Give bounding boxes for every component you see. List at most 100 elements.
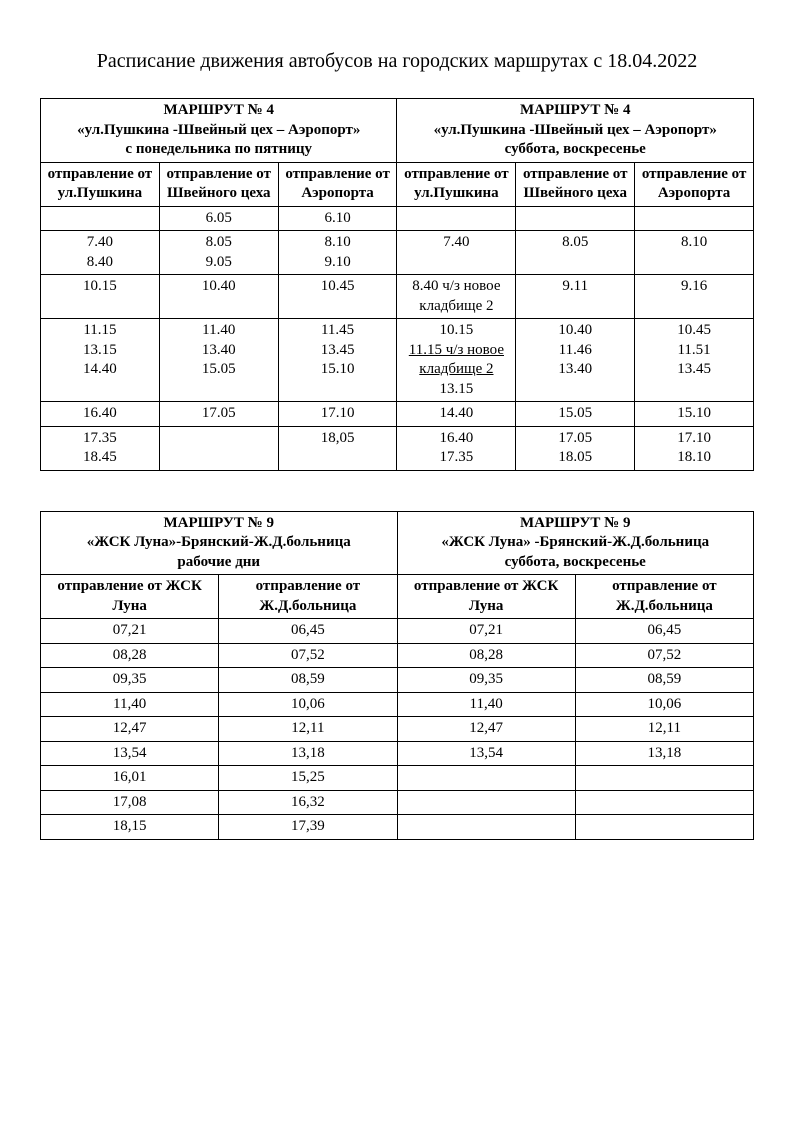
cell: 10.40 [159, 275, 278, 319]
cell: 16,01 [41, 766, 219, 791]
cell [397, 790, 575, 815]
cell: 9.16 [635, 275, 754, 319]
cell: 12,11 [575, 717, 753, 742]
route9-right-title: МАРШРУТ № 9 [402, 514, 750, 534]
cell: 10.40 11.46 13.40 [516, 319, 635, 402]
table-row: 17,0816,32 [41, 790, 754, 815]
route9-left-title: МАРШРУТ № 9 [45, 514, 393, 534]
table-row: 11,4010,0611,4010,06 [41, 692, 754, 717]
cell: 08,59 [219, 668, 397, 693]
route4-left-sub1: «ул.Пушкина -Швейный цех – Аэропорт» [45, 121, 392, 141]
cell: 17.05 18.05 [516, 426, 635, 470]
table-row: 6.05 6.10 [41, 206, 754, 231]
table-row: 7.40 8.40 8.05 9.05 8.10 9.10 7.40 8.05 … [41, 231, 754, 275]
cell: 11,40 [41, 692, 219, 717]
route9-left-sub2: рабочие дни [45, 553, 393, 573]
cell: 15.05 [516, 402, 635, 427]
cell-line: 13.15 [401, 380, 511, 400]
route4-right-header: МАРШРУТ № 4 «ул.Пушкина -Швейный цех – А… [397, 99, 754, 163]
cell: 07,21 [397, 619, 575, 644]
cell: 07,52 [219, 643, 397, 668]
cell: 14.40 [397, 402, 516, 427]
cell: 9.11 [516, 275, 635, 319]
page-title: Расписание движения автобусов на городск… [40, 50, 754, 73]
cell: 17.10 [278, 402, 397, 427]
route9-table: МАРШРУТ № 9 «ЖСК Луна»-Брянский-Ж.Д.боль… [40, 511, 754, 840]
cell: 10.45 11.51 13.45 [635, 319, 754, 402]
cell: 12,11 [219, 717, 397, 742]
cell: 13,18 [219, 741, 397, 766]
col-header: отправление от ул.Пушкина [397, 162, 516, 206]
cell: 10.15 11.15 ч/з новое кладбище 2 13.15 [397, 319, 516, 402]
cell: 13,54 [41, 741, 219, 766]
col-header: отправление от Ж.Д.больница [219, 575, 397, 619]
col-header: отправление от ЖСК Луна [41, 575, 219, 619]
col-header: отправление от Швейного цеха [516, 162, 635, 206]
table-row: 17.35 18.45 18,05 16.40 17.35 17.05 18.0… [41, 426, 754, 470]
cell: 11,40 [397, 692, 575, 717]
cell [397, 766, 575, 791]
cell: 06,45 [219, 619, 397, 644]
col-header: отправление от ЖСК Луна [397, 575, 575, 619]
cell: 15,25 [219, 766, 397, 791]
cell: 09,35 [397, 668, 575, 693]
cell: 09,35 [41, 668, 219, 693]
cell: 17.35 18.45 [41, 426, 160, 470]
cell: 18,05 [278, 426, 397, 470]
cell: 08,28 [397, 643, 575, 668]
route9-right-sub1: «ЖСК Луна» -Брянский-Ж.Д.больница [402, 533, 750, 553]
cell: 12,47 [41, 717, 219, 742]
cell: 18,15 [41, 815, 219, 840]
cell: 6.10 [278, 206, 397, 231]
cell: 8.10 9.10 [278, 231, 397, 275]
route9-right-sub2: суббота, воскресенье [402, 553, 750, 573]
col-header: отправление от Аэропорта [278, 162, 397, 206]
table-row: 08,2807,5208,2807,52 [41, 643, 754, 668]
col-header: отправление от ул.Пушкина [41, 162, 160, 206]
cell: 7.40 [397, 231, 516, 275]
cell: 11.45 13.45 15.10 [278, 319, 397, 402]
cell: 08,59 [575, 668, 753, 693]
col-header: отправление от Аэропорта [635, 162, 754, 206]
route4-right-title: МАРШРУТ № 4 [401, 101, 749, 121]
table-row: 18,1517,39 [41, 815, 754, 840]
table-row: 16.40 17.05 17.10 14.40 15.05 15.10 [41, 402, 754, 427]
cell: 17,39 [219, 815, 397, 840]
cell: 10,06 [219, 692, 397, 717]
route9-right-header: МАРШРУТ № 9 «ЖСК Луна» -Брянский-Ж.Д.бол… [397, 511, 754, 575]
cell: 6.05 [159, 206, 278, 231]
cell [41, 206, 160, 231]
cell: 10.15 [41, 275, 160, 319]
col-header: отправление от Швейного цеха [159, 162, 278, 206]
cell: 16.40 [41, 402, 160, 427]
cell: 11.40 13.40 15.05 [159, 319, 278, 402]
cell [159, 426, 278, 470]
route4-left-title: МАРШРУТ № 4 [45, 101, 392, 121]
cell: 17.05 [159, 402, 278, 427]
route4-right-sub1: «ул.Пушкина -Швейный цех – Аэропорт» [401, 121, 749, 141]
cell: 07,52 [575, 643, 753, 668]
cell [516, 206, 635, 231]
cell: 13,54 [397, 741, 575, 766]
cell: 8.10 [635, 231, 754, 275]
table-row: 10.15 10.40 10.45 8.40 ч/з новое кладбищ… [41, 275, 754, 319]
table-row: 12,4712,1112,4712,11 [41, 717, 754, 742]
cell-line: 10.15 [401, 321, 511, 341]
cell: 10,06 [575, 692, 753, 717]
table-row: 11.15 13.15 14.40 11.40 13.40 15.05 11.4… [41, 319, 754, 402]
route9-left-sub1: «ЖСК Луна»-Брянский-Ж.Д.больница [45, 533, 393, 553]
cell: 8.40 ч/з новое кладбище 2 [397, 275, 516, 319]
route4-table: МАРШРУТ № 4 «ул.Пушкина -Швейный цех – А… [40, 98, 754, 471]
cell: 11.15 13.15 14.40 [41, 319, 160, 402]
table-row: 13,5413,1813,5413,18 [41, 741, 754, 766]
cell: 08,28 [41, 643, 219, 668]
route4-left-sub2: с понедельника по пятницу [45, 140, 392, 160]
cell: 10.45 [278, 275, 397, 319]
cell [635, 206, 754, 231]
cell: 17.10 18.10 [635, 426, 754, 470]
route4-right-sub2: суббота, воскресенье [401, 140, 749, 160]
cell: 7.40 8.40 [41, 231, 160, 275]
cell [575, 790, 753, 815]
table-row: 09,3508,5909,3508,59 [41, 668, 754, 693]
table-row: 16,0115,25 [41, 766, 754, 791]
